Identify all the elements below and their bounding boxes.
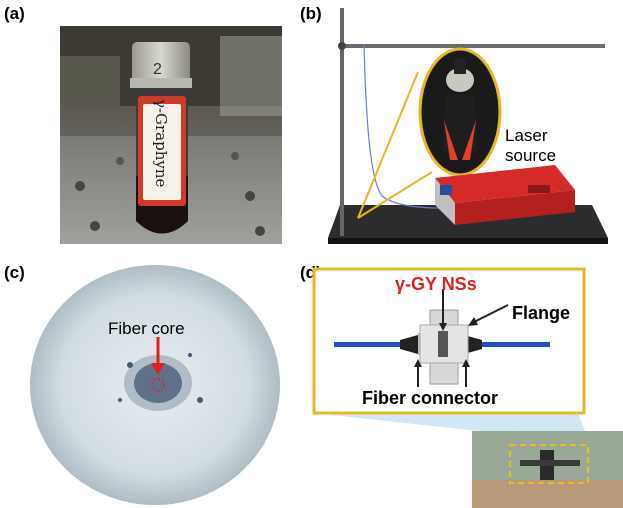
panel-c: (c) Fiber core — [0, 255, 300, 508]
panel-d: (d) γ-GY NSs Flange Fiber co — [300, 255, 623, 508]
gy-nss-label: γ-GY NSs — [395, 274, 477, 294]
panel-b-label: (b) — [300, 4, 322, 23]
setup-illustration — [328, 8, 608, 244]
panel-a-label: (a) — [4, 4, 25, 23]
fiber-microscope-image — [30, 265, 280, 505]
laser-source-label-line1: Laser — [505, 126, 548, 145]
panel-c-label: (c) — [4, 263, 25, 282]
fiber-connector-label: Fiber connector — [362, 388, 499, 408]
panel-b: (b) Laser source — [300, 0, 623, 250]
panel-a: (a) — [0, 0, 300, 250]
laser-source-label-line2: source — [505, 146, 557, 165]
connector-diagram — [312, 267, 623, 508]
tube-handwritten-label: γ-Graphyne — [152, 99, 170, 188]
tube-number: 2 — [153, 61, 162, 78]
flange-label: Flange — [512, 303, 571, 323]
graphyne-tube-photo: 2 γ-Graphyne — [60, 26, 282, 244]
tube-illustration — [60, 26, 282, 244]
fiber-core-label: Fiber core — [108, 319, 185, 338]
